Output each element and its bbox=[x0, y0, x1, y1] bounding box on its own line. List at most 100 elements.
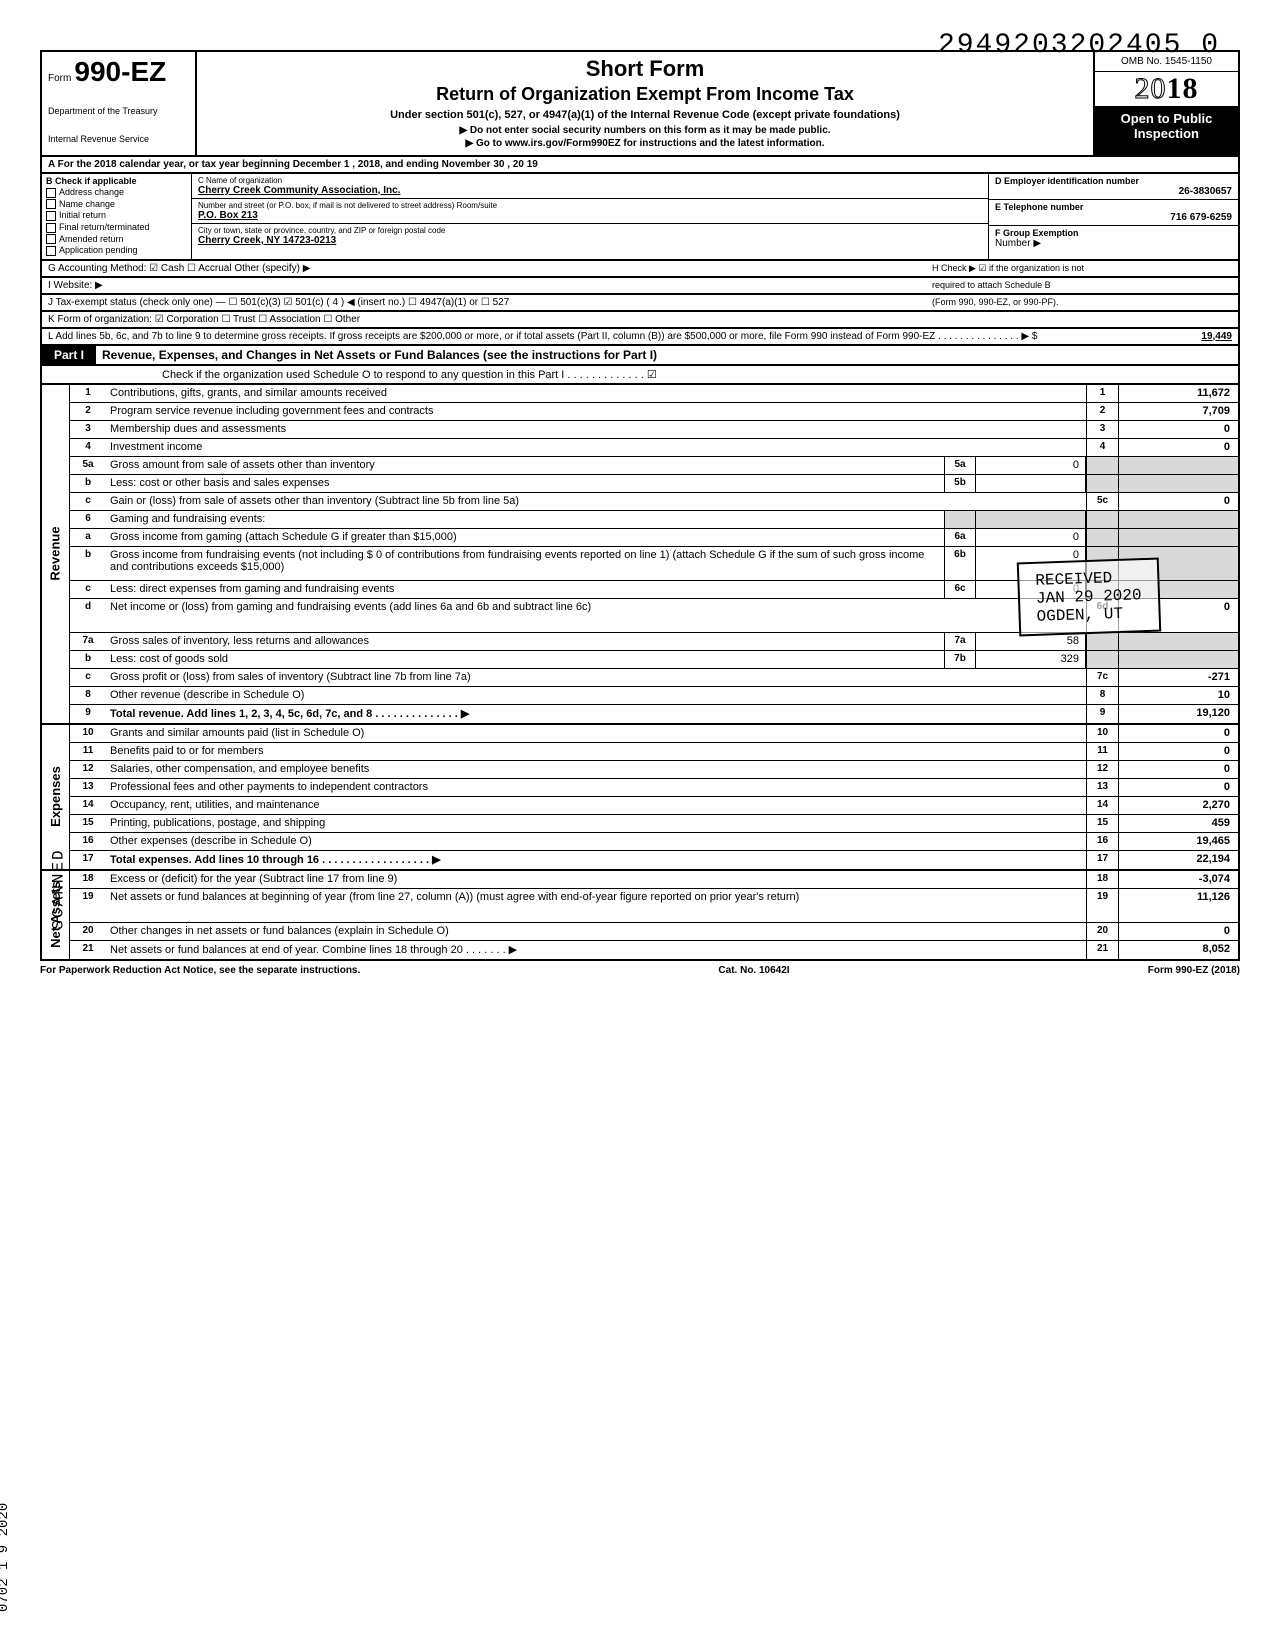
line-4: 4Investment income40 bbox=[70, 439, 1238, 457]
title-center: Short Form Return of Organization Exempt… bbox=[197, 52, 1093, 155]
line-mid-num: 7b bbox=[944, 651, 976, 668]
line-desc: Membership dues and assessments bbox=[106, 421, 1086, 438]
expenses-side-label: Expenses bbox=[42, 725, 70, 869]
line-8: 8Other revenue (describe in Schedule O)8… bbox=[70, 687, 1238, 705]
header-right: OMB No. 1545-1150 2018 Open to Public In… bbox=[1093, 52, 1238, 155]
line-desc: Gaming and fundraising events: bbox=[106, 511, 944, 528]
line-11: 11Benefits paid to or for members110 bbox=[70, 743, 1238, 761]
line-right-val: 0 bbox=[1118, 421, 1238, 438]
line-19: 19Net assets or fund balances at beginni… bbox=[70, 889, 1238, 923]
line-right-num: 7c bbox=[1086, 669, 1118, 686]
row-i-left: I Website: ▶ bbox=[48, 280, 932, 291]
line-mid-val: 0 bbox=[976, 457, 1086, 474]
instruction-line-1: ▶ Do not enter social security numbers o… bbox=[207, 125, 1083, 136]
line-num: 7a bbox=[70, 633, 106, 650]
line-right-val bbox=[1118, 581, 1238, 598]
line-d: dNet income or (loss) from gaming and fu… bbox=[70, 599, 1238, 633]
org-name-value: Cherry Creek Community Association, Inc. bbox=[198, 185, 982, 196]
line-right-val bbox=[1118, 475, 1238, 492]
line-right-num: 17 bbox=[1086, 851, 1118, 869]
line-right-num: 12 bbox=[1086, 761, 1118, 778]
line-num: b bbox=[70, 547, 106, 580]
checkbox-name-change[interactable]: Name change bbox=[46, 199, 187, 210]
group-exemption-row: F Group Exemption Number ▶ bbox=[989, 226, 1238, 251]
checkbox-initial-return[interactable]: Initial return bbox=[46, 210, 187, 221]
line-right-num bbox=[1086, 633, 1118, 650]
line-num: 11 bbox=[70, 743, 106, 760]
date-stamp-side: 0702 1 9 2020 bbox=[0, 1503, 12, 1612]
checkbox-final-return-terminated[interactable]: Final return/terminated bbox=[46, 222, 187, 233]
checkbox-address-change[interactable]: Address change bbox=[46, 187, 187, 198]
line-1: 1Contributions, gifts, grants, and simil… bbox=[70, 385, 1238, 403]
row-k-text: K Form of organization: ☑ Corporation ☐ … bbox=[48, 314, 1232, 325]
phone-label: E Telephone number bbox=[995, 202, 1232, 212]
revenue-side-label: Revenue bbox=[42, 385, 70, 723]
line-right-num: 20 bbox=[1086, 923, 1118, 940]
street-label: Number and street (or P.O. box, if mail … bbox=[198, 201, 982, 210]
line-right-num: 2 bbox=[1086, 403, 1118, 420]
expenses-section: Expenses 10Grants and similar amounts pa… bbox=[40, 725, 1240, 871]
line-num: 10 bbox=[70, 725, 106, 742]
line-num: d bbox=[70, 599, 106, 632]
line-b: bLess: cost of goods sold7b329 bbox=[70, 651, 1238, 669]
line-right-val: 8,052 bbox=[1118, 941, 1238, 959]
line-mid-num: 6c bbox=[944, 581, 976, 598]
part-i-check-schedule-o: Check if the organization used Schedule … bbox=[40, 366, 1240, 385]
line-20: 20Other changes in net assets or fund ba… bbox=[70, 923, 1238, 941]
line-c: cGross profit or (loss) from sales of in… bbox=[70, 669, 1238, 687]
part-i-label: Part I bbox=[42, 346, 96, 364]
line-right-num bbox=[1086, 581, 1118, 598]
line-18: 18Excess or (deficit) for the year (Subt… bbox=[70, 871, 1238, 889]
open-line-1: Open to Public bbox=[1099, 111, 1234, 126]
line-mid-num: 6a bbox=[944, 529, 976, 546]
part-i-title: Revenue, Expenses, and Changes in Net As… bbox=[96, 346, 1238, 364]
line-num: 18 bbox=[70, 871, 106, 888]
line-mid-num: 6b bbox=[944, 547, 976, 580]
form-header: Form 990-EZ Department of the Treasury I… bbox=[40, 50, 1240, 157]
line-desc: Gross sales of inventory, less returns a… bbox=[106, 633, 944, 650]
line-2: 2Program service revenue including gover… bbox=[70, 403, 1238, 421]
line-right-val bbox=[1118, 457, 1238, 474]
checkbox-amended-return[interactable]: Amended return bbox=[46, 234, 187, 245]
line-num: c bbox=[70, 581, 106, 598]
line-right-num: 5c bbox=[1086, 493, 1118, 510]
checkbox-application-pending[interactable]: Application pending bbox=[46, 245, 187, 256]
row-l-value: 19,449 bbox=[1112, 331, 1232, 342]
line-num: 3 bbox=[70, 421, 106, 438]
row-g-right: H Check ▶ ☑ if the organization is not bbox=[932, 263, 1232, 274]
line-right-num: 6d bbox=[1086, 599, 1118, 632]
line-mid-num: 7a bbox=[944, 633, 976, 650]
line-right-val: -271 bbox=[1118, 669, 1238, 686]
line-desc: Net assets or fund balances at end of ye… bbox=[106, 941, 1086, 959]
net-assets-section: Net Assets 18Excess or (deficit) for the… bbox=[40, 871, 1240, 961]
line-right-num: 15 bbox=[1086, 815, 1118, 832]
line-num: b bbox=[70, 651, 106, 668]
col-c-org-info: C Name of organization Cherry Creek Comm… bbox=[192, 174, 988, 259]
line-right-val: -3,074 bbox=[1118, 871, 1238, 888]
line-desc: Contributions, gifts, grants, and simila… bbox=[106, 385, 1086, 402]
line-mid-val: 58 bbox=[976, 633, 1086, 650]
line-num: 21 bbox=[70, 941, 106, 959]
row-l-gross-receipts: L Add lines 5b, 6c, and 7b to line 9 to … bbox=[40, 329, 1240, 346]
row-a-tax-year: A For the 2018 calendar year, or tax yea… bbox=[40, 157, 1240, 174]
line-desc: Excess or (deficit) for the year (Subtra… bbox=[106, 871, 1086, 888]
line-right-val: 0 bbox=[1118, 439, 1238, 456]
line-right-num bbox=[1086, 529, 1118, 546]
line-desc: Total revenue. Add lines 1, 2, 3, 4, 5c,… bbox=[106, 705, 1086, 723]
line-mid-val: 0 bbox=[976, 547, 1086, 580]
phone-value: 716 679-6259 bbox=[995, 212, 1232, 223]
line-7a: 7aGross sales of inventory, less returns… bbox=[70, 633, 1238, 651]
line-desc: Net assets or fund balances at beginning… bbox=[106, 889, 1086, 922]
col-b-title: B Check if applicable bbox=[46, 176, 187, 186]
phone-row: E Telephone number 716 679-6259 bbox=[989, 200, 1238, 226]
line-right-num: 1 bbox=[1086, 385, 1118, 402]
line-num: 19 bbox=[70, 889, 106, 922]
line-10: 10Grants and similar amounts paid (list … bbox=[70, 725, 1238, 743]
city-row: City or town, state or province, country… bbox=[192, 224, 988, 248]
line-num: 20 bbox=[70, 923, 106, 940]
line-6: 6Gaming and fundraising events: bbox=[70, 511, 1238, 529]
part-i-header: Part I Revenue, Expenses, and Changes in… bbox=[40, 346, 1240, 366]
page-footer: For Paperwork Reduction Act Notice, see … bbox=[40, 965, 1240, 976]
line-num: 8 bbox=[70, 687, 106, 704]
form-number-block: Form 990-EZ Department of the Treasury I… bbox=[42, 52, 197, 155]
